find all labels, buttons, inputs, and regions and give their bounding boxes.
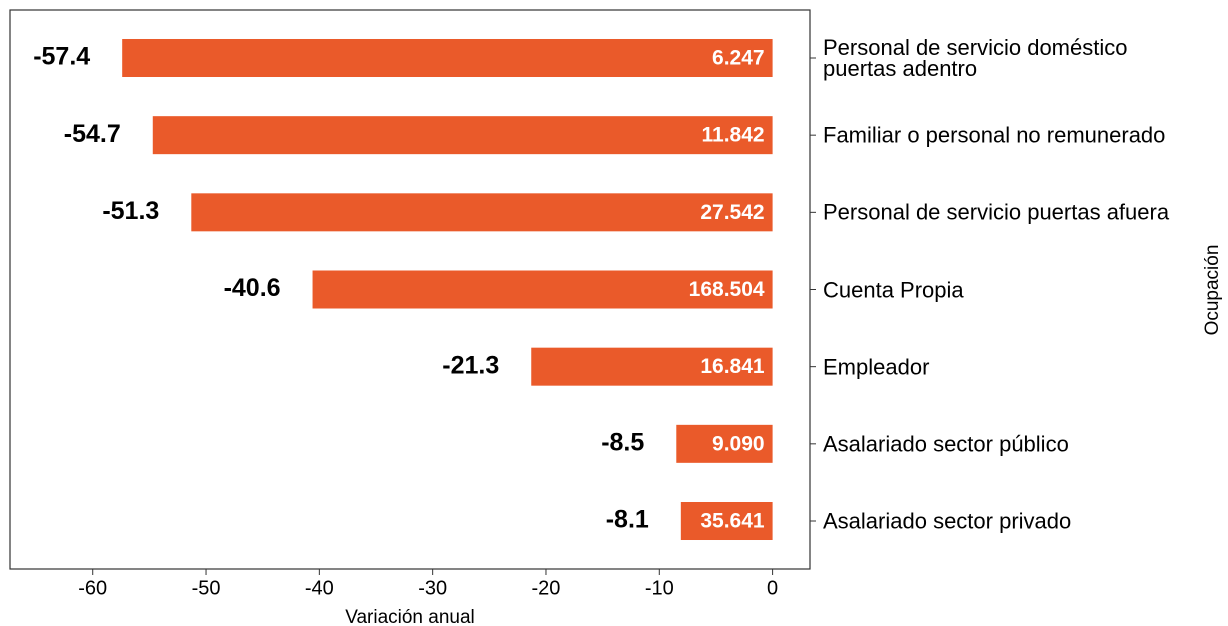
- value-label: -51.3: [102, 197, 159, 225]
- y-tick-label: Asalariado sector público: [823, 431, 1069, 457]
- inner-label: 11.842: [702, 124, 765, 147]
- x-axis-title: Variación anual: [345, 607, 475, 626]
- value-label: -40.6: [224, 274, 281, 302]
- x-tick-label: -30: [418, 577, 447, 599]
- x-tick-label: -60: [78, 577, 107, 599]
- bar: [152, 116, 773, 155]
- inner-label: 35.641: [700, 510, 765, 533]
- value-label: -21.3: [442, 351, 499, 379]
- y-tick-label: Empleador: [823, 354, 930, 380]
- y-axis-title: Ocupación: [1202, 245, 1223, 336]
- x-tick-label: -20: [532, 577, 561, 599]
- y-tick-label: Familiar o personal no remunerado: [823, 122, 1166, 148]
- y-tick-label: Personal de servicio doméstico puertas a…: [823, 34, 1128, 81]
- bar: [676, 424, 773, 463]
- value-label: -54.7: [64, 120, 121, 148]
- y-tick-label: Asalariado sector privado: [823, 508, 1072, 534]
- bar: [122, 38, 773, 77]
- y-tick-label: Cuenta Propia: [823, 277, 964, 302]
- y-tick-label: Personal de servicio puertas afuera: [823, 199, 1170, 225]
- bar: [680, 502, 773, 541]
- inner-label: 6.247: [712, 47, 765, 70]
- bar: [531, 347, 773, 386]
- value-label: -8.1: [606, 506, 649, 534]
- inner-label: 27.542: [700, 201, 764, 224]
- bar: [312, 270, 773, 309]
- x-tick-label: -40: [305, 577, 334, 599]
- inner-label: 16.841: [700, 355, 765, 378]
- x-tick-label: -10: [645, 577, 674, 599]
- value-label: -57.4: [33, 43, 90, 71]
- inner-label: 168.504: [689, 278, 765, 301]
- x-tick-label: -50: [192, 577, 221, 599]
- inner-label: 9.090: [712, 432, 765, 455]
- value-label: -8.5: [601, 428, 644, 456]
- bar: [191, 193, 773, 232]
- x-tick-label: 0: [767, 577, 778, 599]
